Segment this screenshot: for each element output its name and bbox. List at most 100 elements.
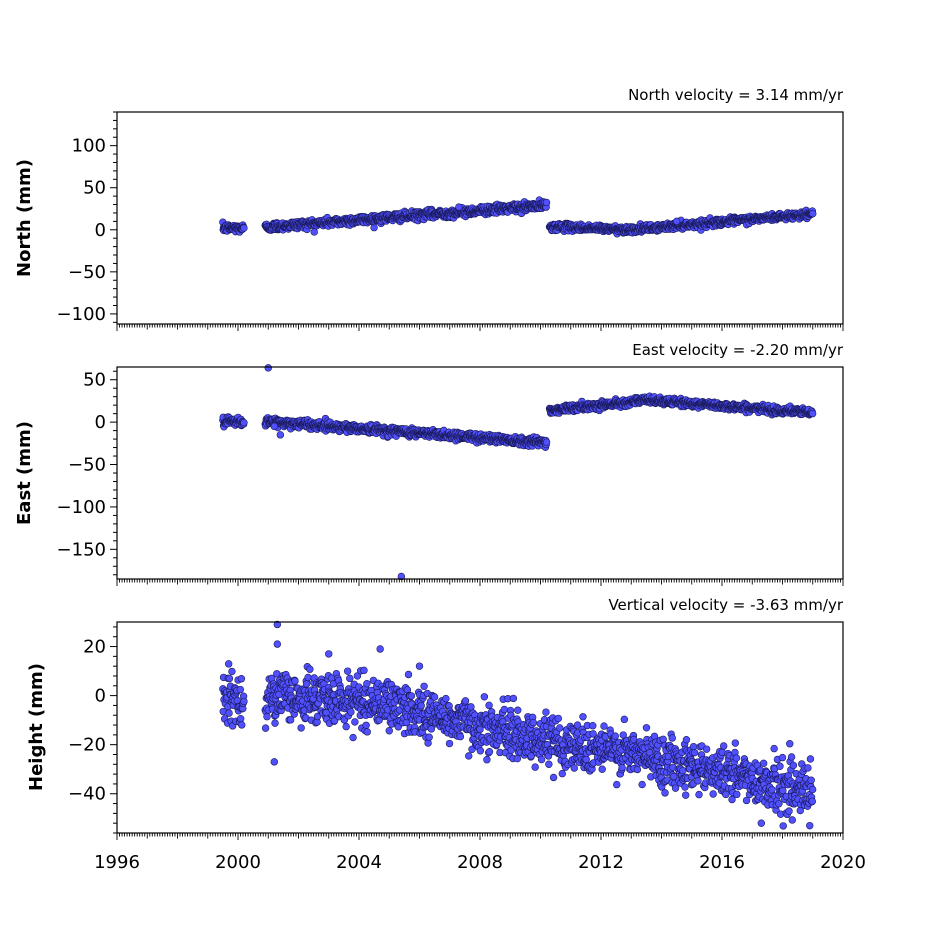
data-point [224, 660, 233, 668]
outlier-point [270, 422, 278, 431]
north-data-points [219, 196, 817, 238]
north-y-axis-label: North (mm) [14, 159, 35, 277]
y-tick-label: 50 [83, 370, 106, 391]
data-point [351, 718, 359, 726]
data-point [271, 719, 279, 727]
data-point [483, 755, 491, 764]
data-point [238, 721, 246, 729]
data-point [467, 703, 475, 711]
data-point [650, 732, 659, 741]
y-tick-label: −100 [57, 304, 106, 325]
data-point [589, 730, 597, 738]
data-point [573, 721, 582, 729]
data-point [476, 747, 485, 755]
data-point [509, 694, 518, 703]
y-tick-label: 0 [95, 220, 106, 241]
data-point [349, 733, 357, 742]
data-point [291, 677, 299, 685]
data-point [618, 763, 626, 772]
data-point [542, 708, 550, 716]
east-data-points [219, 364, 817, 581]
data-point [570, 764, 578, 772]
y-tick-label: −50 [68, 262, 106, 283]
east-axes: −150 −100 −50 0 50 [57, 366, 844, 586]
y-tick-label: 0 [95, 412, 106, 433]
north-axes: −100 −50 0 50 100 [57, 111, 844, 331]
data-point [225, 709, 233, 717]
outlier-point [672, 217, 681, 226]
data-point [529, 718, 538, 727]
outlier-point [276, 431, 285, 439]
data-point [236, 685, 245, 694]
y-tick-label: −100 [57, 497, 106, 518]
data-point [297, 724, 305, 732]
height-panel: Vertical velocity = -3.63 mm/yr Height (… [26, 596, 866, 873]
data-point [659, 735, 667, 744]
data-point [485, 701, 493, 710]
data-point [407, 692, 416, 700]
east-y-axis-label: East (mm) [14, 421, 35, 525]
north-panel-title: North velocity = 3.14 mm/yr [628, 86, 844, 104]
data-point [228, 667, 236, 676]
outlier-point [455, 203, 463, 211]
data-point [430, 693, 439, 701]
data-point [611, 732, 619, 740]
data-point [363, 680, 371, 688]
y-tick-label: −50 [68, 455, 106, 476]
data-point [476, 725, 484, 734]
data-point [343, 667, 352, 675]
data-point [809, 209, 817, 218]
data-point [513, 754, 522, 763]
data-point [500, 705, 509, 714]
data-point [417, 702, 425, 710]
data-point [360, 666, 368, 675]
height-y-axis-label: Height (mm) [26, 663, 47, 791]
data-point [273, 670, 281, 678]
data-point [679, 766, 687, 775]
plot-frame [116, 366, 844, 580]
data-point [537, 755, 546, 764]
data-point [420, 682, 428, 690]
data-point [579, 713, 587, 721]
data-point [225, 674, 234, 683]
data-point [461, 697, 470, 705]
data-point [310, 228, 318, 236]
data-point [545, 760, 553, 768]
data-point [638, 780, 646, 789]
data-point [480, 693, 489, 701]
data-point [661, 789, 669, 797]
data-point [642, 724, 651, 732]
data-point [613, 780, 621, 789]
data-point [342, 722, 350, 731]
data-point [237, 674, 246, 683]
data-point [456, 732, 465, 741]
data-point [363, 728, 371, 736]
data-point [425, 733, 433, 741]
data-point [313, 712, 322, 721]
outlier-point [264, 364, 272, 372]
y-tick-label: 100 [72, 136, 106, 157]
data-point [445, 739, 454, 748]
data-point [556, 724, 564, 732]
data-point [542, 198, 551, 207]
east-panel: East velocity = -2.20 mm/yr East (mm) −1… [14, 341, 844, 586]
data-point [589, 722, 597, 730]
data-point [671, 784, 680, 792]
north-panel: North velocity = 3.14 mm/yr North (mm) −… [14, 86, 844, 331]
data-point [302, 680, 311, 688]
data-point [240, 419, 248, 427]
data-point [304, 673, 312, 682]
data-point [347, 708, 355, 716]
data-point [549, 773, 558, 782]
height-panel-title: Vertical velocity = -3.63 mm/yr [608, 596, 843, 614]
data-point [582, 755, 590, 764]
data-point [261, 724, 270, 732]
data-point [531, 763, 539, 771]
data-point [600, 722, 608, 730]
data-point [404, 670, 413, 679]
data-point [668, 734, 676, 742]
data-point [527, 752, 535, 760]
outlier-point [397, 572, 406, 581]
data-point [558, 769, 566, 778]
